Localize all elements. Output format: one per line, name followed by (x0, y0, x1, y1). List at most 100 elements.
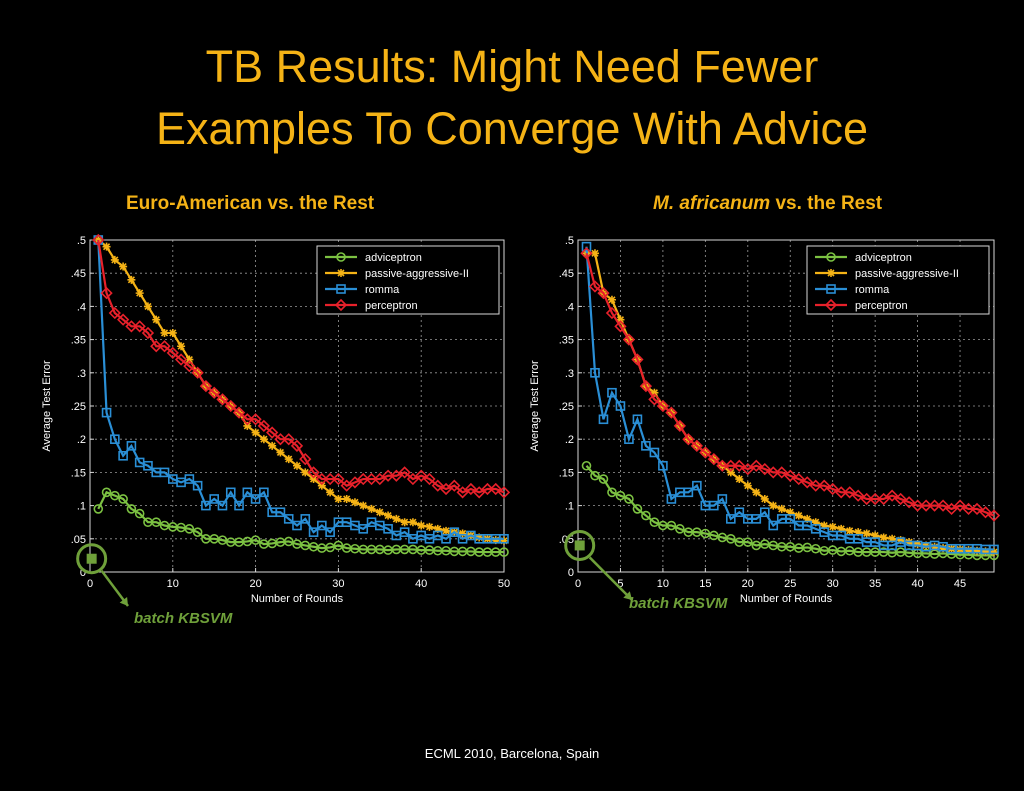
right-point-3-34 (869, 492, 882, 506)
left-point-0-2 (110, 490, 120, 501)
right-x-tick-3: 15 (699, 578, 711, 590)
right-series-3 (580, 247, 1001, 522)
left-point-2-32 (358, 524, 369, 534)
right-point-1-45 (964, 546, 973, 555)
right-point-2-10 (666, 494, 677, 504)
right-y-tick-7: .35 (559, 335, 574, 347)
right-point-1-22 (769, 501, 778, 510)
left-legend-label-3: perceptron (365, 300, 418, 312)
right-point-1-3 (607, 295, 616, 304)
left-point-2-35 (383, 524, 393, 534)
right-batch-arrow (588, 556, 633, 601)
right-point-1-34 (871, 531, 880, 540)
left-x-tick-2: 20 (249, 578, 261, 590)
right-y-tick-5: .25 (559, 401, 574, 413)
right-point-1-18 (735, 475, 744, 484)
right-point-1-29 (828, 522, 837, 531)
right-point-3-1 (588, 280, 602, 293)
right-point-3-4 (614, 320, 627, 333)
right-series-line-2 (585, 246, 994, 551)
left-point-1-4 (127, 275, 136, 284)
right-y-tick-8: .4 (565, 301, 574, 313)
right-point-2-48 (989, 544, 999, 555)
left-point-2-49 (499, 533, 509, 544)
left-point-2-23 (283, 514, 294, 524)
batch-kbsvm-label-right: batch KBSVM (629, 595, 728, 612)
right-point-2-1 (590, 368, 600, 378)
left-point-0-0 (93, 504, 104, 514)
right-point-1-21 (760, 494, 769, 503)
right-point-3-23 (775, 466, 788, 479)
right-point-3-13 (690, 439, 703, 452)
left-point-1-33 (367, 504, 376, 513)
right-series-line-3 (585, 253, 995, 517)
right-x-tick-6: 30 (827, 578, 839, 590)
left-point-2-22 (275, 507, 286, 518)
right-point-3-48 (987, 509, 1001, 522)
right-point-3-30 (835, 486, 848, 499)
left-point-3-14 (208, 386, 221, 399)
right-x-tick-5: 25 (784, 578, 796, 590)
left-point-3-20 (257, 419, 271, 433)
left-legend-marker-2 (336, 284, 346, 294)
right-point-1-4 (616, 315, 625, 324)
left-point-2-43 (449, 527, 460, 537)
right-point-1-24 (786, 508, 795, 517)
left-point-3-5 (133, 320, 146, 333)
right-point-2-6 (632, 414, 643, 425)
right-point-3-46 (970, 502, 984, 516)
right-point-3-3 (605, 306, 619, 320)
left-y-tick-0: 0 (80, 567, 86, 579)
left-point-3-32 (357, 472, 370, 486)
right-series-2 (581, 241, 999, 555)
left-y-tick-8: .4 (77, 301, 86, 313)
left-point-0-19 (250, 535, 261, 545)
left-point-1-41 (433, 524, 442, 533)
right-point-3-37 (894, 492, 907, 506)
left-point-2-19 (250, 494, 261, 504)
left-point-3-15 (216, 393, 229, 406)
left-series-0 (93, 487, 509, 557)
right-point-3-36 (885, 489, 899, 502)
left-point-1-36 (392, 514, 401, 523)
left-point-2-6 (143, 460, 153, 471)
left-series-line-3 (97, 239, 505, 494)
right-point-1-37 (896, 536, 905, 545)
right-point-3-21 (758, 462, 771, 476)
right-point-3-20 (750, 459, 763, 472)
right-point-3-16 (716, 459, 729, 472)
right-point-2-5 (624, 434, 634, 444)
right-point-3-12 (682, 433, 695, 446)
right-point-0-14 (700, 528, 711, 539)
left-y-tick-3: .15 (71, 467, 86, 479)
left-y-axis-label: Average Test Error (41, 360, 53, 452)
right-point-2-17 (726, 514, 736, 524)
right-x-tick-0: 0 (575, 578, 581, 590)
chart-title-left: Euro-American vs. the Rest (126, 193, 375, 214)
right-point-0-5 (624, 494, 634, 504)
right-x-tick-2: 10 (657, 578, 669, 590)
right-y-tick-9: .45 (559, 268, 574, 280)
chart-left: 0 10 20 30 40 50 0 .05 .1 .15 .2 .25 .3 .35 .4 .45 .5 Num… (30, 226, 520, 616)
right-x-tick-8: 40 (911, 578, 923, 590)
left-y-tick-4: .2 (77, 434, 86, 446)
left-series-2 (93, 235, 509, 544)
left-point-3-46 (473, 486, 486, 499)
right-point-3-0 (580, 247, 593, 260)
left-point-2-3 (118, 451, 128, 461)
left-batch-ring (76, 543, 108, 575)
right-point-2-2 (598, 414, 609, 425)
left-point-2-42 (441, 533, 451, 544)
left-point-0-7 (151, 517, 162, 528)
left-point-2-27 (317, 520, 327, 531)
left-point-1-19 (251, 428, 260, 437)
right-point-0-15 (709, 530, 719, 541)
right-point-3-40 (919, 499, 933, 512)
left-x-tick-0: 0 (87, 578, 93, 590)
left-batch-point (86, 553, 97, 564)
left-point-3-10 (174, 353, 188, 366)
right-point-3-45 (962, 502, 975, 516)
left-point-1-30 (342, 494, 351, 503)
right-point-2-20 (751, 514, 762, 524)
right-point-1-46 (973, 546, 982, 555)
